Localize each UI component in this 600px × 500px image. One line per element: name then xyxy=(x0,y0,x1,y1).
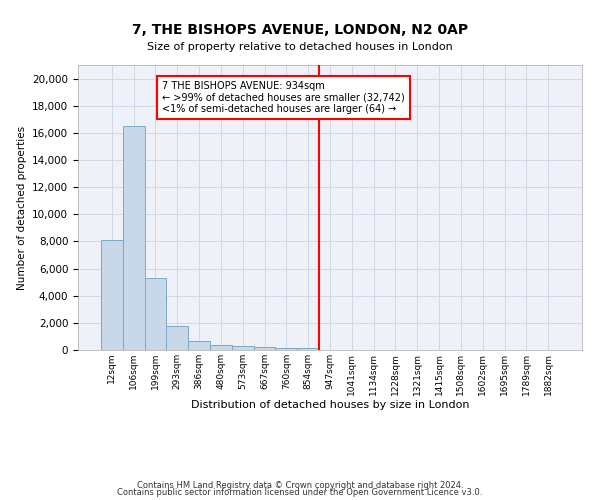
Bar xyxy=(297,348,319,350)
Y-axis label: Number of detached properties: Number of detached properties xyxy=(17,126,26,290)
Text: Contains public sector information licensed under the Open Government Licence v3: Contains public sector information licen… xyxy=(118,488,482,497)
Bar xyxy=(166,326,188,350)
Text: Size of property relative to detached houses in London: Size of property relative to detached ho… xyxy=(147,42,453,52)
Bar xyxy=(123,126,145,350)
Bar xyxy=(254,348,275,350)
Text: 7 THE BISHOPS AVENUE: 934sqm
← >99% of detached houses are smaller (32,742)
<1% : 7 THE BISHOPS AVENUE: 934sqm ← >99% of d… xyxy=(162,82,405,114)
X-axis label: Distribution of detached houses by size in London: Distribution of detached houses by size … xyxy=(191,400,469,410)
Bar xyxy=(188,341,210,350)
Bar xyxy=(101,240,123,350)
Bar xyxy=(232,346,254,350)
Text: 7, THE BISHOPS AVENUE, LONDON, N2 0AP: 7, THE BISHOPS AVENUE, LONDON, N2 0AP xyxy=(132,22,468,36)
Bar xyxy=(145,278,166,350)
Text: Contains HM Land Registry data © Crown copyright and database right 2024.: Contains HM Land Registry data © Crown c… xyxy=(137,480,463,490)
Bar xyxy=(210,346,232,350)
Bar xyxy=(275,348,297,350)
